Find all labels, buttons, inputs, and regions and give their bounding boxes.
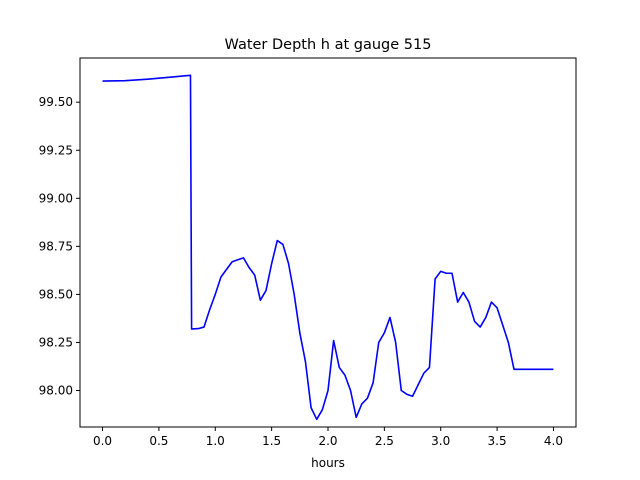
y-tick-label: 99.25: [39, 143, 73, 157]
y-tick-label: 99.50: [39, 95, 73, 109]
chart-title: Water Depth h at gauge 515: [225, 37, 432, 53]
x-tick-label: 3.5: [488, 434, 507, 448]
x-tick-label: 2.0: [318, 434, 337, 448]
y-tick-label: 98.50: [39, 287, 73, 301]
x-tick-label: 4.0: [544, 434, 563, 448]
y-axis-ticks: 98.00 98.25 98.50 98.75 99.00 99.25 99.50: [39, 95, 80, 397]
x-tick-label: 1.0: [206, 434, 225, 448]
y-tick-label: 98.75: [39, 239, 73, 253]
y-tick-label: 98.25: [39, 335, 73, 349]
x-tick-label: 2.5: [375, 434, 394, 448]
x-axis-label: hours: [311, 456, 345, 470]
series-line-0: [102, 74, 554, 421]
x-tick-label: 3.0: [431, 434, 450, 448]
y-tick-label: 99.00: [39, 191, 73, 205]
x-tick-label: 0.5: [149, 434, 168, 448]
y-tick-label: 98.00: [39, 383, 73, 397]
plot-data-layer: [102, 74, 554, 421]
x-tick-label: 1.5: [262, 434, 281, 448]
x-tick-label: 0.0: [93, 434, 112, 448]
x-axis-ticks: 0.0 0.5 1.0 1.5 2.0 2.5 3.0 3.5 4.0: [93, 427, 563, 448]
